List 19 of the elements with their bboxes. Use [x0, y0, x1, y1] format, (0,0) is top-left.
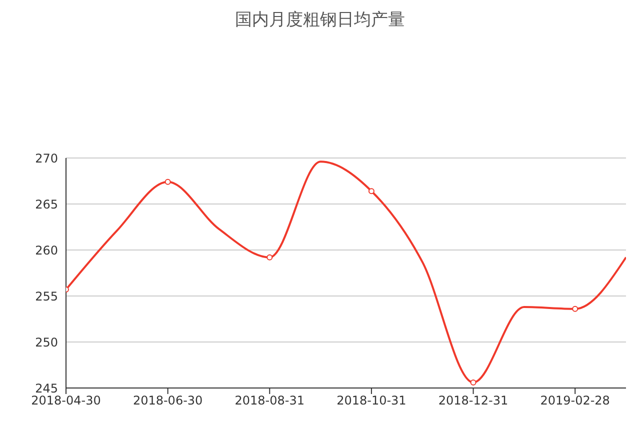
point: [470, 379, 476, 386]
x-tick-label: 2018-08-31: [234, 394, 305, 408]
x-tick-label: 2018-06-30: [132, 394, 203, 408]
y-tick-label: 260: [35, 243, 58, 258]
point: [572, 306, 578, 312]
point: [266, 254, 273, 260]
y-tick-label: 250: [35, 335, 58, 350]
x-tick-label: 2019-02-28: [540, 394, 610, 408]
line-series: [66, 160, 626, 386]
y-tick-label: 265: [35, 197, 58, 212]
x-tick-label: 2018-10-31: [336, 394, 406, 408]
y-tick-label: 245: [35, 381, 58, 396]
x-tick-label: 2018-12-31: [438, 394, 508, 408]
point: [368, 188, 374, 194]
point: [164, 178, 171, 185]
y-tick-label: 255: [35, 289, 58, 304]
x-tick-label: 2018-04-30: [31, 394, 101, 408]
chart-title: 国内月度粗钢日均产量: [234, 9, 406, 32]
y-tick-label: 270: [35, 151, 58, 166]
